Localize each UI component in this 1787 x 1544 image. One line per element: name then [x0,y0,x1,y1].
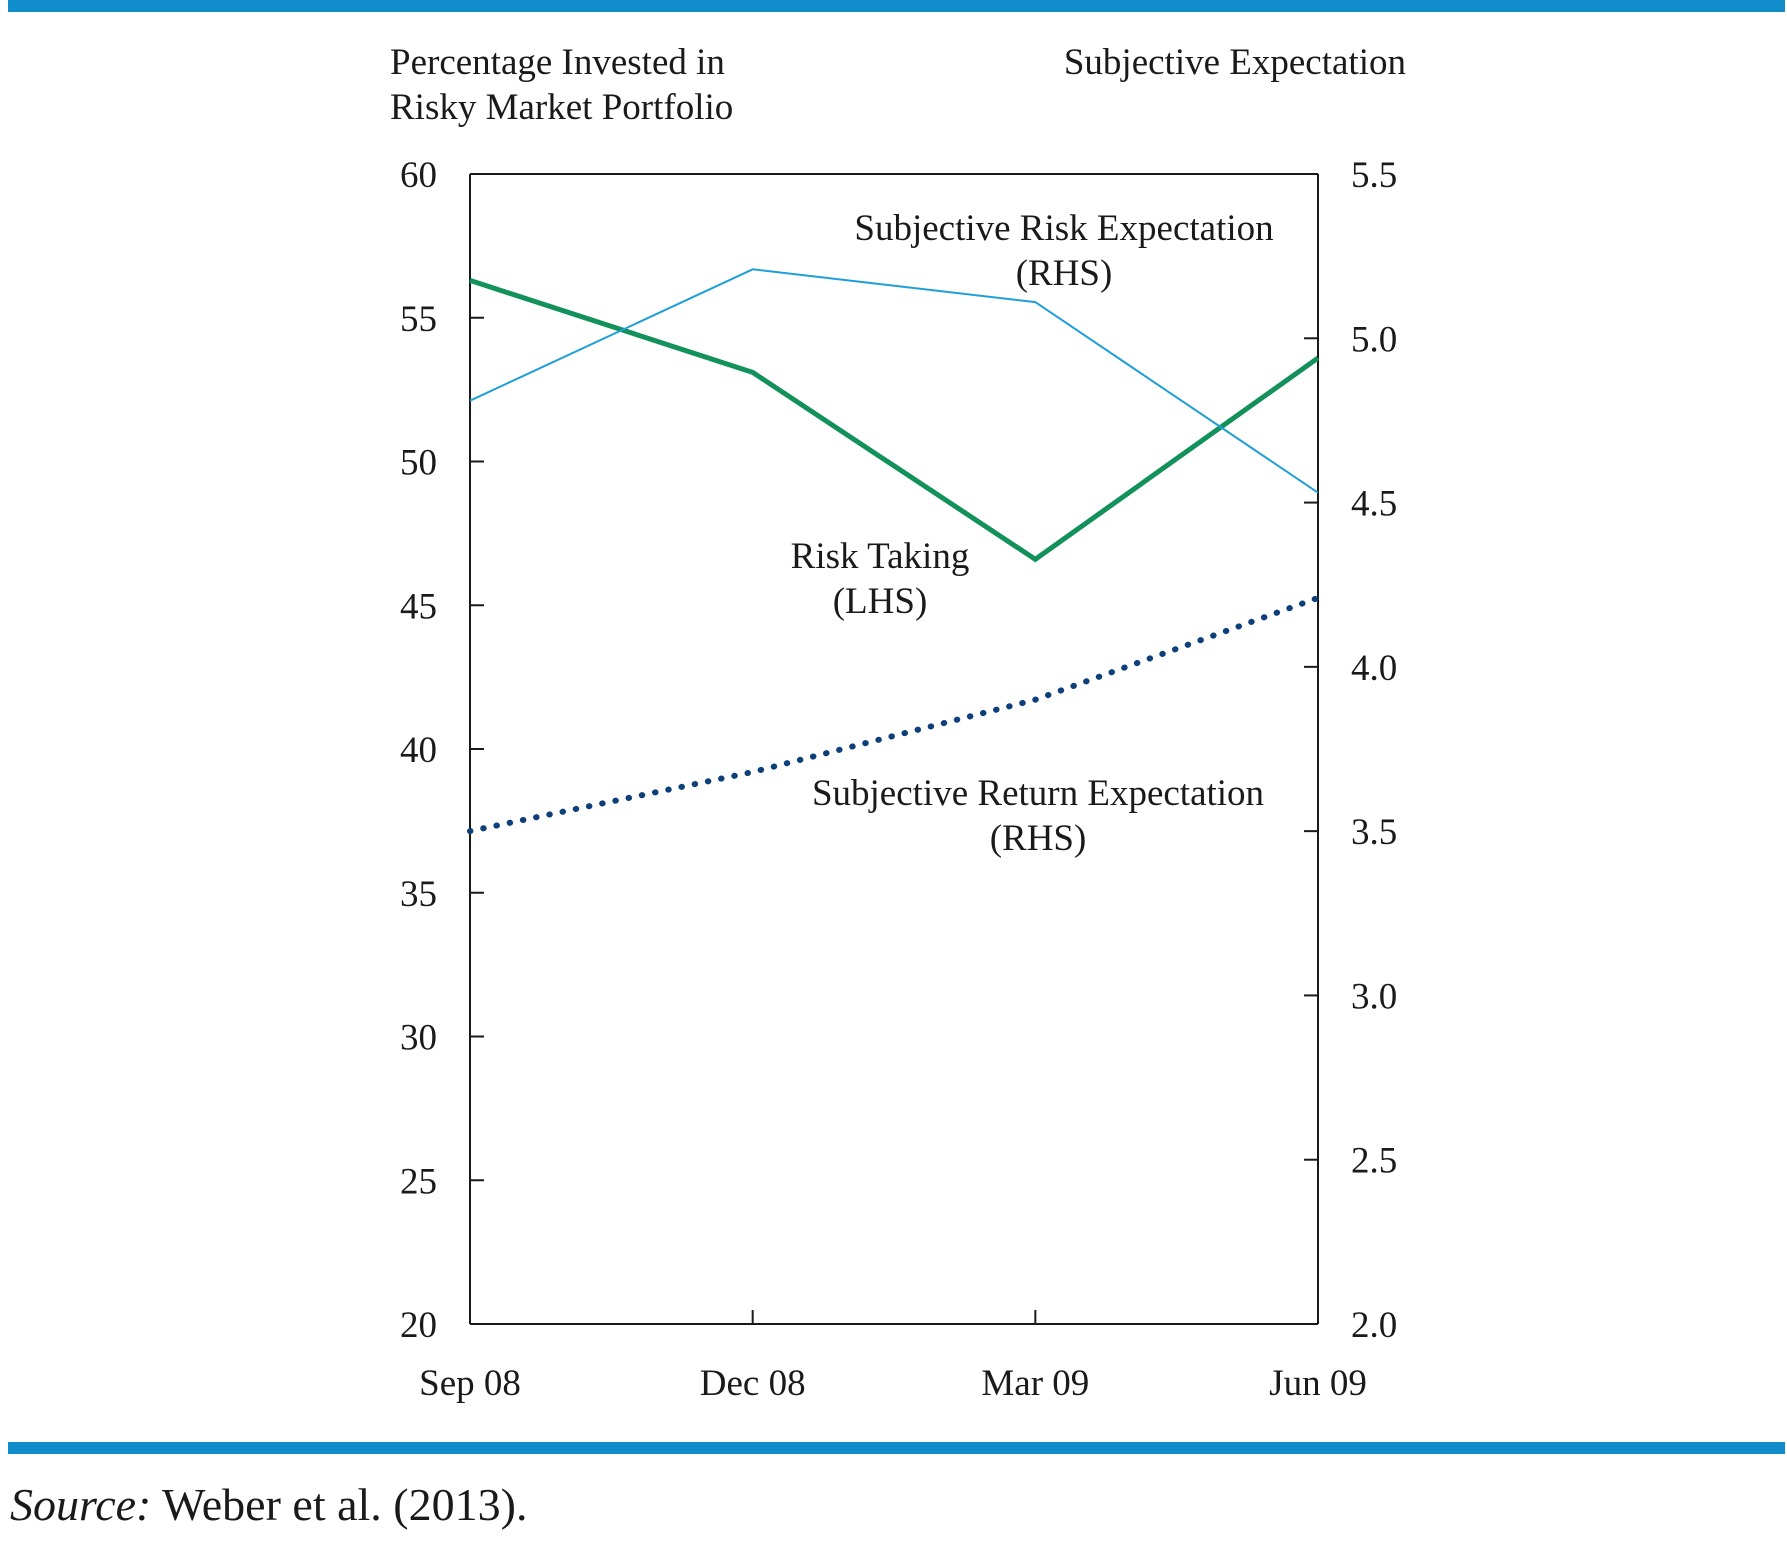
right-tick-label: 4.5 [1351,484,1397,525]
series-label: Subjective Return Expectation [812,773,1264,814]
left-tick-label: 55 [400,299,437,340]
right-tick-label: 5.0 [1351,319,1397,360]
right-tick-label: 2.0 [1351,1305,1397,1346]
x-tick-label: Sep 08 [419,1363,521,1404]
series-label: Risk Taking [791,536,970,577]
series-label: (LHS) [833,581,928,622]
left-tick-label: 30 [400,1018,437,1059]
top-rule [8,0,1785,12]
axes-group [469,173,1319,1325]
left-tick-label: 25 [400,1161,437,1202]
line-chart: 60 55 50 45 40 35 30 25 20 5.5 5.0 4.5 4.0 3.5 3.0 2.5 2… [390,42,1406,1404]
series-label: (RHS) [1016,253,1113,294]
right-tick-label: 4.0 [1351,648,1397,689]
x-tick-label: Jun 09 [1269,1363,1367,1404]
series-label: Subjective Risk Expectation [854,208,1273,249]
right-tick-label: 3.0 [1351,976,1397,1017]
bottom-rule [8,1442,1785,1454]
left-axis-title: Risky Market Portfolio [390,87,733,128]
series-line-subjective-return-expectation-rhs [467,594,1321,835]
right-tick-label: 3.5 [1351,812,1397,853]
left-axis-title: Percentage Invested in [390,42,725,83]
right-tick-label: 5.5 [1351,155,1397,196]
series-label: (RHS) [990,818,1087,859]
series-line-risk-taking-lhs [469,278,1320,563]
left-tick-label: 45 [400,586,437,627]
left-tick-label: 35 [400,874,437,915]
right-tick-label: 2.5 [1351,1141,1397,1182]
series-lines-group [467,268,1321,835]
source-text: Weber et al. (2013). [151,1479,528,1530]
chart-text-group: 60 55 50 45 40 35 30 25 20 5.5 5.0 4.5 4.0 3.5 3.0 2.5 2… [390,42,1406,1404]
left-tick-label: 40 [400,730,437,771]
x-tick-label: Mar 09 [981,1363,1089,1404]
left-tick-label: 50 [400,443,437,484]
series-line-subjective-risk-expectation-rhs [469,268,1319,494]
source-label: Source: [10,1479,152,1530]
right-axis-title: Subjective Expectation [1064,42,1406,83]
left-tick-label: 20 [400,1305,437,1346]
source-note: Source: Weber et al. (2013). [10,1482,527,1528]
left-tick-label: 60 [400,155,437,196]
x-tick-label: Dec 08 [700,1363,806,1404]
